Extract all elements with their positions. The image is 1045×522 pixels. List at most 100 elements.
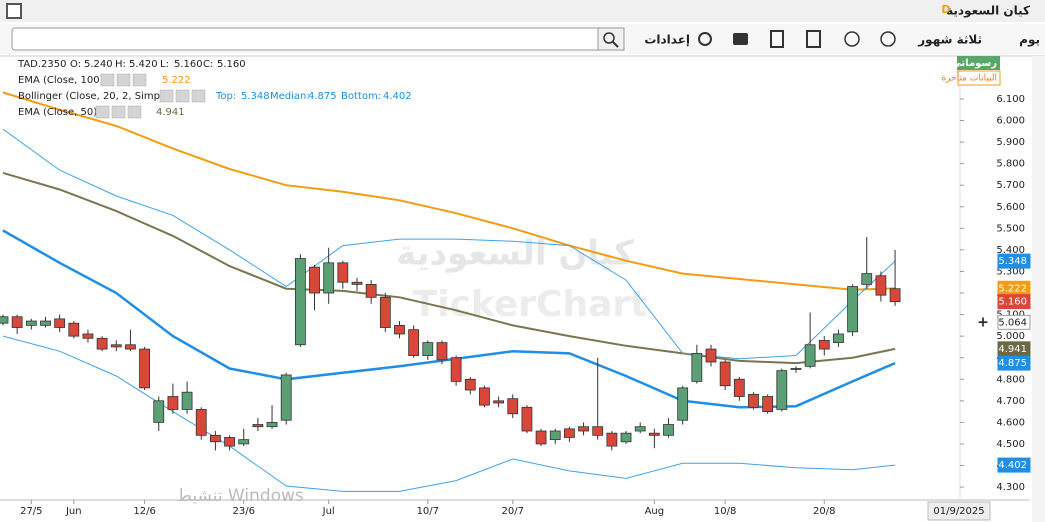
ohlc-value: 5.160 [174, 59, 203, 70]
y-tick-label: 4.700 [996, 396, 1025, 407]
price-tag-label: 5.064 [998, 317, 1027, 328]
candle-body [40, 320, 51, 326]
indicator-remove[interactable] [132, 73, 147, 87]
ohlc-label: L: [160, 59, 169, 70]
bars-icon[interactable] [806, 30, 821, 48]
candle-body [252, 424, 264, 428]
y-tick-label: 5.700 [996, 180, 1025, 191]
symbol: TAD.2350 [17, 59, 67, 70]
candle-body [181, 391, 193, 410]
search-button[interactable] [597, 27, 625, 51]
indicator-name: EMA (Close, 100) [18, 75, 104, 86]
y-tick-label: 5.800 [996, 159, 1025, 170]
candle-body [733, 378, 745, 397]
ohlc-value: 5.160 [217, 59, 246, 70]
range-button[interactable]: ثلاثة شهور [917, 33, 982, 48]
badge: D [941, 3, 950, 16]
price-tag [997, 294, 1031, 310]
price-tag [997, 253, 1031, 269]
candle-body [691, 352, 703, 382]
candle-body [719, 361, 731, 387]
candle-body [847, 286, 858, 333]
search-box[interactable] [11, 27, 625, 51]
indicator-toggle[interactable] [100, 73, 115, 87]
x-tick-label: Jul [322, 506, 335, 517]
settings-icon[interactable] [698, 32, 712, 46]
ohlc-label: O: [70, 59, 81, 70]
indicator-toggle[interactable] [95, 105, 110, 119]
candle-body [493, 400, 505, 404]
y-tick-label: 4.800 [996, 374, 1025, 385]
candle-body [25, 320, 37, 326]
y-tick-label: 5.400 [996, 245, 1025, 256]
candle-body [110, 344, 122, 348]
date-label: 01/9/2025 [933, 506, 984, 517]
window-icon[interactable] [6, 3, 22, 19]
search-icon [612, 41, 619, 48]
os-watermark: تنشيط Windows [176, 486, 304, 506]
indicator-remove[interactable] [127, 105, 142, 119]
my-charts-label: رسوماتي [951, 58, 997, 69]
x-tick-label: 27/5 [20, 506, 42, 517]
compare-icon[interactable] [880, 31, 896, 47]
side-panel [1032, 56, 1045, 522]
candle-body [578, 426, 589, 432]
candle-body [337, 262, 349, 283]
indicator-line [2, 171, 896, 365]
candle-body [195, 409, 207, 436]
alerts-icon[interactable] [844, 31, 860, 47]
candles-icon[interactable] [770, 30, 784, 48]
indicator-settings[interactable] [116, 73, 131, 87]
y-tick-label: 5.300 [996, 266, 1025, 277]
my-charts-button[interactable] [957, 56, 1000, 70]
candle-body [804, 344, 816, 367]
candle-body [507, 398, 519, 415]
candle-body [323, 262, 335, 294]
candle-body [68, 322, 80, 337]
price-tag-label: 5.160 [998, 297, 1027, 308]
price-tag [997, 355, 1031, 371]
candle-body [663, 424, 674, 436]
period-button[interactable]: يوم [1019, 33, 1040, 48]
candle-body [606, 432, 618, 447]
candle-body [861, 273, 873, 285]
watermark-name: كيان السعودية [396, 234, 634, 274]
price-tag-label: 5.348 [998, 256, 1027, 267]
candle-body [592, 426, 604, 436]
ohlc-label: H: [115, 59, 126, 70]
y-tick-label: 4.300 [996, 482, 1025, 493]
indicator-remove[interactable] [191, 89, 206, 103]
candle-body [790, 368, 802, 370]
candle-body [521, 406, 533, 432]
candle-body [153, 400, 165, 423]
candle-body [464, 378, 476, 391]
x-tick-label: 23/6 [232, 506, 254, 517]
delayed-label: البيانات متأخرة [941, 71, 997, 84]
title-bar [0, 0, 1045, 22]
candle-body [436, 342, 448, 361]
candle-body [535, 430, 547, 445]
candle-body [139, 348, 151, 389]
band-value: 4.402 [383, 91, 412, 102]
indicator-name: Bollinger (Close, 20, 2, Simple) [18, 91, 173, 102]
indicator-settings[interactable] [111, 105, 126, 119]
band-label: Median: [270, 91, 310, 102]
candle-body [167, 396, 179, 410]
camera-icon[interactable] [733, 33, 748, 45]
candle-body [833, 333, 844, 344]
settings-button[interactable]: إعدادات [644, 33, 690, 47]
candle-body [394, 324, 405, 335]
candle-body [748, 393, 759, 408]
candle-body [705, 348, 717, 363]
candle-body [238, 439, 250, 445]
candle-body [408, 329, 420, 356]
y-tick-label: 6.000 [996, 116, 1025, 127]
indicator-value: 4.941 [156, 107, 185, 118]
band-label: Top: [215, 91, 236, 102]
candle-body [450, 357, 462, 382]
indicator-settings[interactable] [175, 89, 190, 103]
indicator-toggle[interactable] [159, 89, 174, 103]
candle-body [634, 426, 646, 432]
candle-body [266, 421, 278, 428]
